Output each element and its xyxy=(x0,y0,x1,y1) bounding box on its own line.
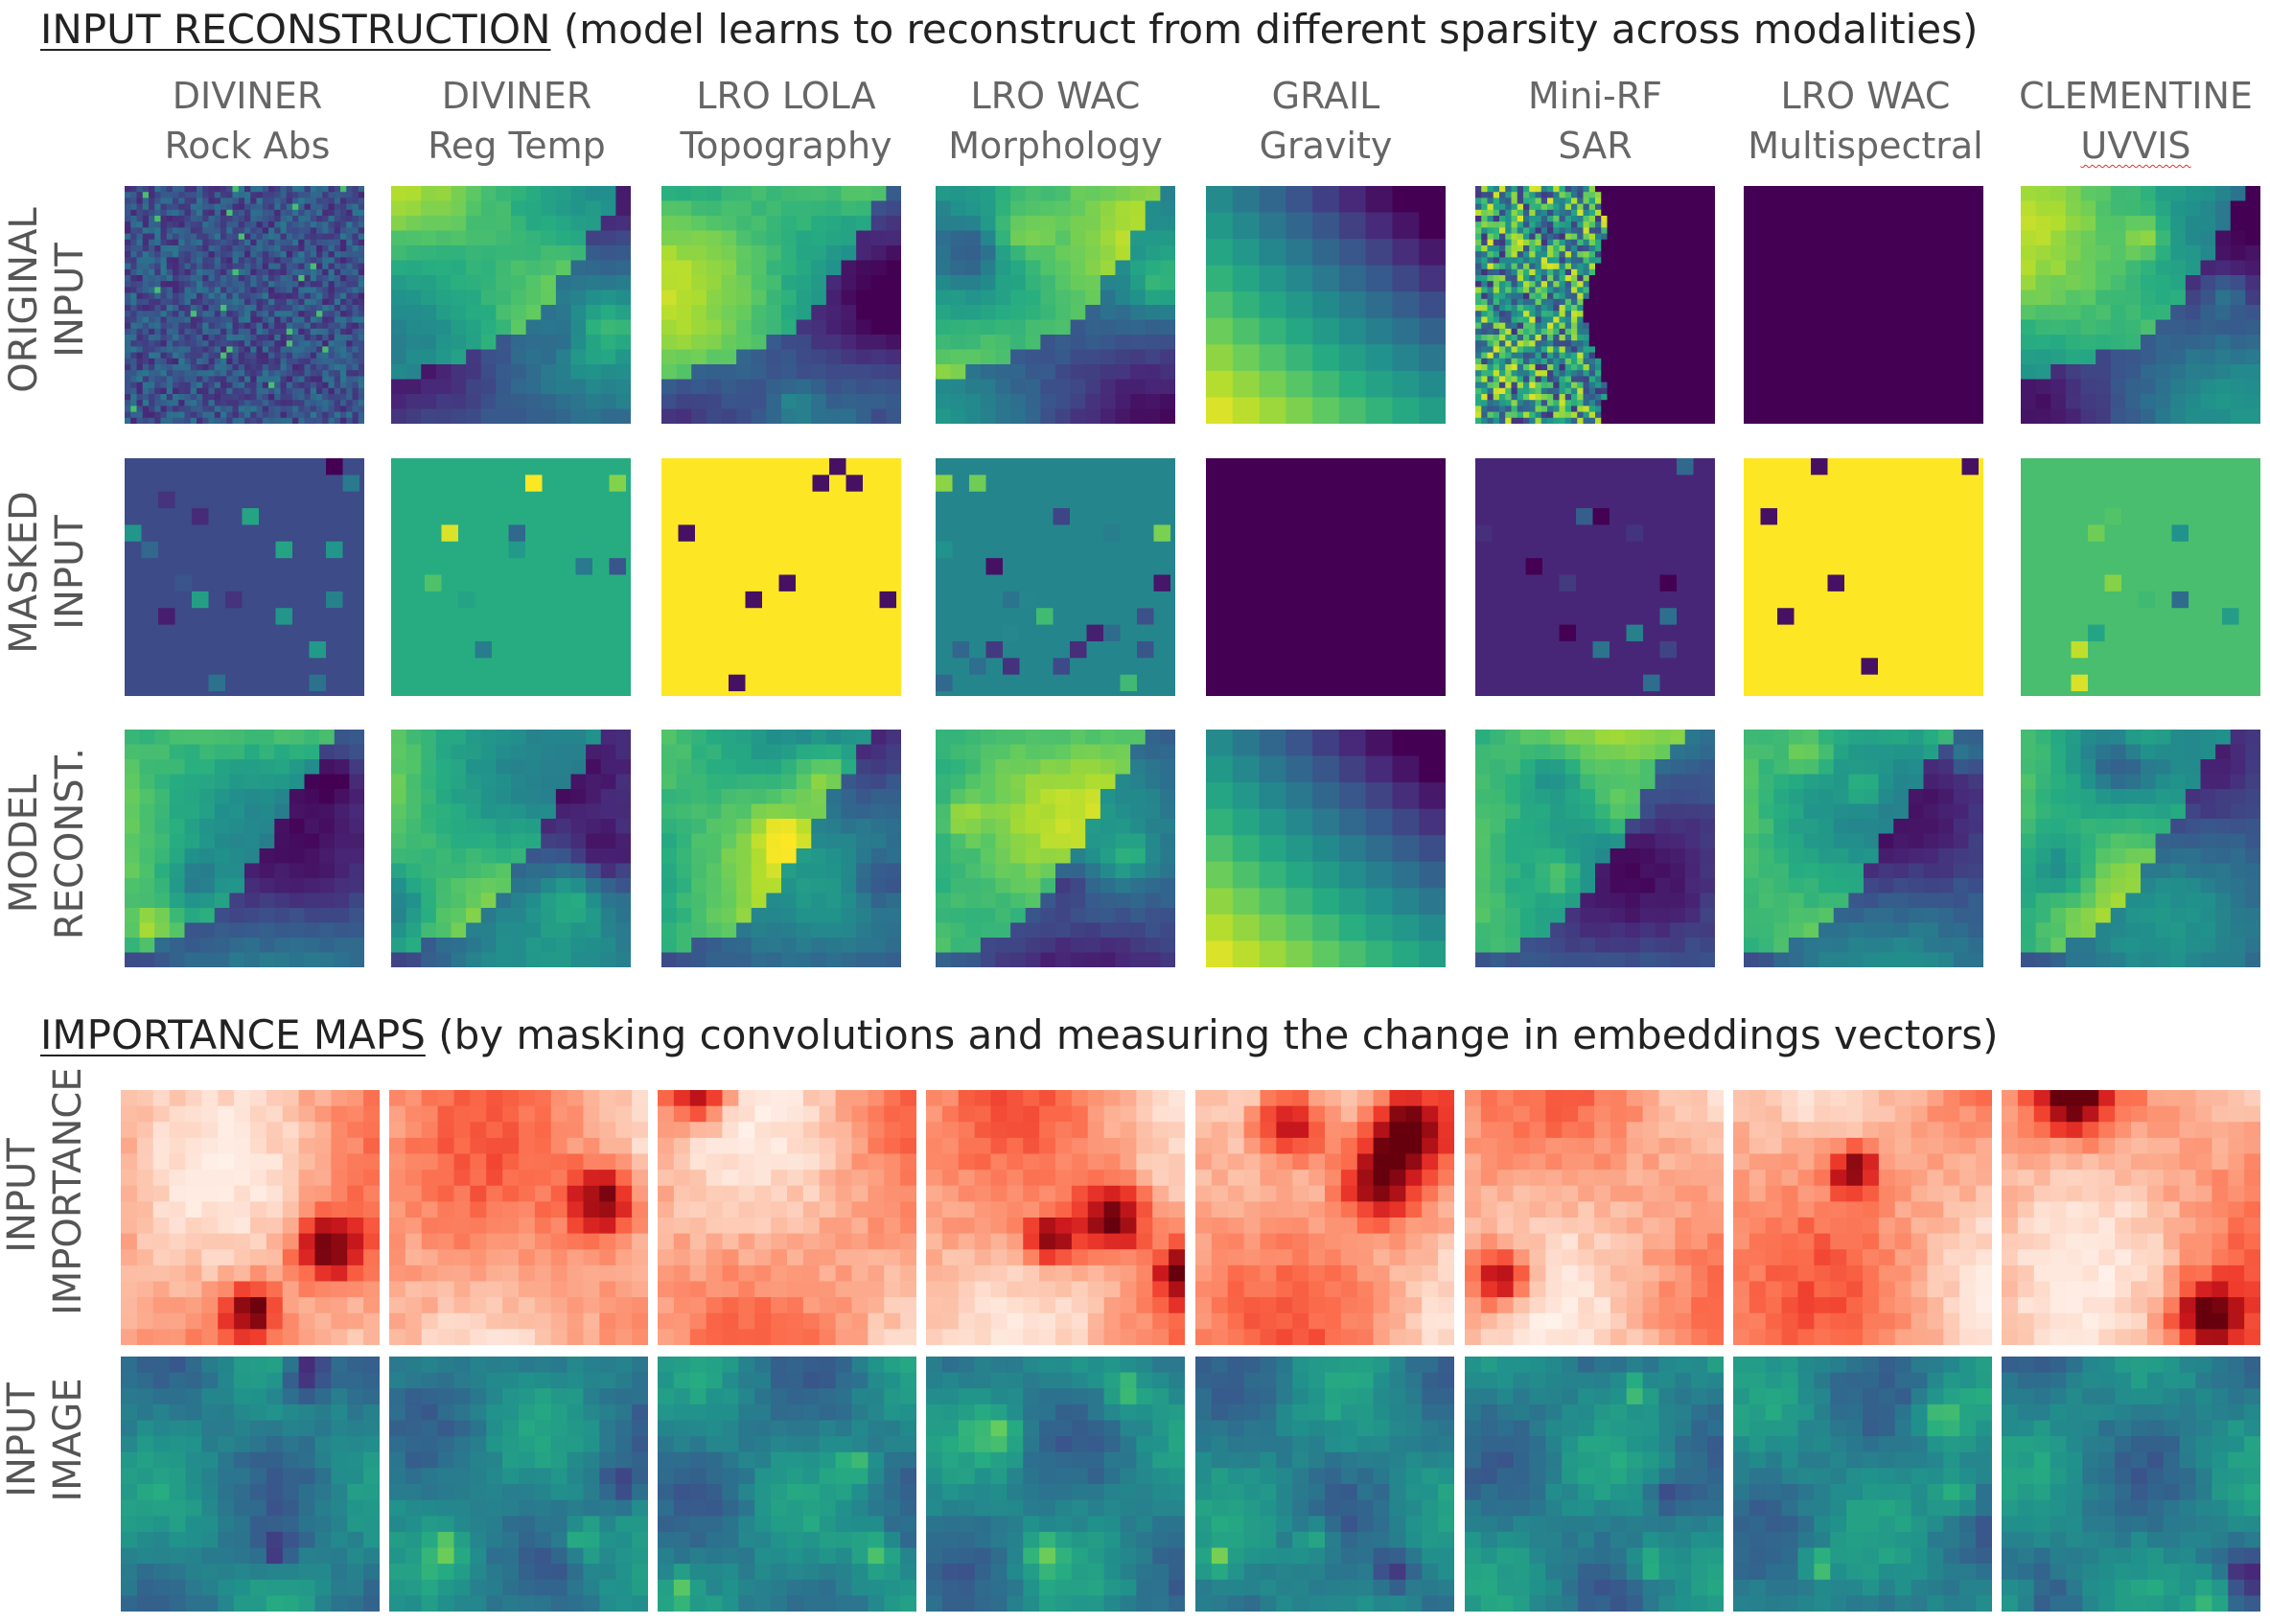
model-reconst-tile-0-plot xyxy=(125,730,364,967)
input-image-tile-4-plot xyxy=(1195,1357,1454,1612)
original-input-tile-6-plot xyxy=(1744,186,1983,424)
model-reconst-tile-2 xyxy=(661,730,901,967)
original-input-tile-2-plot xyxy=(661,186,901,424)
original-input-tile-1 xyxy=(391,186,631,424)
masked-input-tile-3 xyxy=(936,458,1175,696)
input-image-tile-1-plot xyxy=(389,1357,648,1612)
input-importance-tile-7-plot xyxy=(2002,1090,2260,1345)
masked-input-tile-0-plot xyxy=(125,458,364,696)
original-input-tile-3 xyxy=(936,186,1175,424)
model-reconst-tile-5 xyxy=(1475,730,1715,967)
model-reconst-tile-0 xyxy=(125,730,364,967)
model-reconst-tile-1-plot xyxy=(391,730,631,967)
section-title-importance-label: IMPORTANCE MAPS xyxy=(40,1011,426,1058)
model-reconst-tile-2-plot xyxy=(661,730,901,967)
row-label-input-importance: INPUT IMPORTANCE xyxy=(0,1067,90,1315)
column-header-1: DIVINER Reg Temp xyxy=(428,75,606,167)
input-image-tile-6-plot xyxy=(1733,1357,1992,1612)
masked-input-tile-2 xyxy=(661,458,901,696)
input-image-tile-5 xyxy=(1465,1357,1724,1612)
model-reconst-tile-3 xyxy=(936,730,1175,967)
input-importance-tile-0 xyxy=(121,1090,380,1345)
input-image-tile-0-plot xyxy=(121,1357,380,1612)
model-reconst-tile-1 xyxy=(391,730,631,967)
masked-input-tile-5-plot xyxy=(1475,458,1715,696)
input-image-tile-2-plot xyxy=(658,1357,916,1612)
input-image-tile-7 xyxy=(2002,1357,2260,1612)
model-reconst-tile-4-plot xyxy=(1206,730,1446,967)
input-importance-tile-2-plot xyxy=(658,1090,916,1345)
input-importance-tile-4 xyxy=(1195,1090,1454,1345)
input-image-tile-4 xyxy=(1195,1357,1454,1612)
row-label-input-image: INPUT IMAGE xyxy=(0,1378,90,1502)
original-input-tile-6 xyxy=(1744,186,1983,424)
original-input-tile-5 xyxy=(1475,186,1715,424)
input-image-tile-0 xyxy=(121,1357,380,1612)
masked-input-tile-1-plot xyxy=(391,458,631,696)
column-header-2: LRO LOLA Topography xyxy=(680,75,892,167)
model-reconst-tile-7 xyxy=(2021,730,2260,967)
input-importance-tile-1-plot xyxy=(389,1090,648,1345)
masked-input-tile-6 xyxy=(1744,458,1983,696)
original-input-tile-1-plot xyxy=(391,186,631,424)
masked-input-tile-5 xyxy=(1475,458,1715,696)
column-header-0: DIVINER Rock Abs xyxy=(164,75,331,167)
section-subtitle-importance: (by masking convolutions and measuring t… xyxy=(425,1011,1999,1058)
original-input-tile-4 xyxy=(1206,186,1446,424)
masked-input-tile-2-plot xyxy=(661,458,901,696)
column-header-6: LRO WAC Multispectral xyxy=(1748,75,1983,167)
input-image-tile-3 xyxy=(926,1357,1185,1612)
original-input-tile-3-plot xyxy=(936,186,1175,424)
input-importance-tile-1 xyxy=(389,1090,648,1345)
model-reconst-tile-4 xyxy=(1206,730,1446,967)
row-label-original-input: ORIGINAL INPUT xyxy=(2,207,92,393)
model-reconst-tile-7-plot xyxy=(2021,730,2260,967)
input-importance-tile-2 xyxy=(658,1090,916,1345)
original-input-tile-4-plot xyxy=(1206,186,1446,424)
section-title-reconstruction-label: INPUT RECONSTRUCTION xyxy=(40,6,551,53)
row-label-masked-input: MASKED INPUT xyxy=(2,491,92,654)
input-importance-tile-6 xyxy=(1733,1090,1992,1345)
masked-input-tile-0 xyxy=(125,458,364,696)
masked-input-tile-7-plot xyxy=(2021,458,2260,696)
original-input-tile-7-plot xyxy=(2021,186,2260,424)
input-importance-tile-7 xyxy=(2002,1090,2260,1345)
input-importance-tile-5 xyxy=(1465,1090,1724,1345)
input-image-tile-1 xyxy=(389,1357,648,1612)
masked-input-tile-6-plot xyxy=(1744,458,1983,696)
column-header-5: Mini-RF SAR xyxy=(1528,75,1662,167)
input-image-tile-3-plot xyxy=(926,1357,1185,1612)
original-input-tile-2 xyxy=(661,186,901,424)
input-image-tile-2 xyxy=(658,1357,916,1612)
input-importance-tile-4-plot xyxy=(1195,1090,1454,1345)
original-input-tile-0-plot xyxy=(125,186,364,424)
input-image-tile-5-plot xyxy=(1465,1357,1724,1612)
section-title-reconstruction: INPUT RECONSTRUCTION (model learns to re… xyxy=(40,6,1978,53)
column-header-7: CLEMENTINE UVVIS xyxy=(2019,75,2253,167)
row-label-model-reconst: MODEL RECONST. xyxy=(2,747,92,940)
section-subtitle-reconstruction: (model learns to reconstruct from differ… xyxy=(550,6,1979,53)
masked-input-tile-4-plot xyxy=(1206,458,1446,696)
input-importance-tile-0-plot xyxy=(121,1090,380,1345)
column-header-3: LRO WAC Morphology xyxy=(948,75,1163,167)
model-reconst-tile-5-plot xyxy=(1475,730,1715,967)
input-importance-tile-3-plot xyxy=(926,1090,1185,1345)
model-reconst-tile-6 xyxy=(1744,730,1983,967)
original-input-tile-7 xyxy=(2021,186,2260,424)
column-header-4: GRAIL Gravity xyxy=(1259,75,1393,167)
original-input-tile-0 xyxy=(125,186,364,424)
model-reconst-tile-3-plot xyxy=(936,730,1175,967)
model-reconst-tile-6-plot xyxy=(1744,730,1983,967)
input-importance-tile-3 xyxy=(926,1090,1185,1345)
original-input-tile-5-plot xyxy=(1475,186,1715,424)
masked-input-tile-7 xyxy=(2021,458,2260,696)
input-image-tile-7-plot xyxy=(2002,1357,2260,1612)
masked-input-tile-4 xyxy=(1206,458,1446,696)
input-importance-tile-6-plot xyxy=(1733,1090,1992,1345)
input-importance-tile-5-plot xyxy=(1465,1090,1724,1345)
masked-input-tile-1 xyxy=(391,458,631,696)
section-title-importance: IMPORTANCE MAPS (by masking convolutions… xyxy=(40,1011,1999,1058)
input-image-tile-6 xyxy=(1733,1357,1992,1612)
masked-input-tile-3-plot xyxy=(936,458,1175,696)
